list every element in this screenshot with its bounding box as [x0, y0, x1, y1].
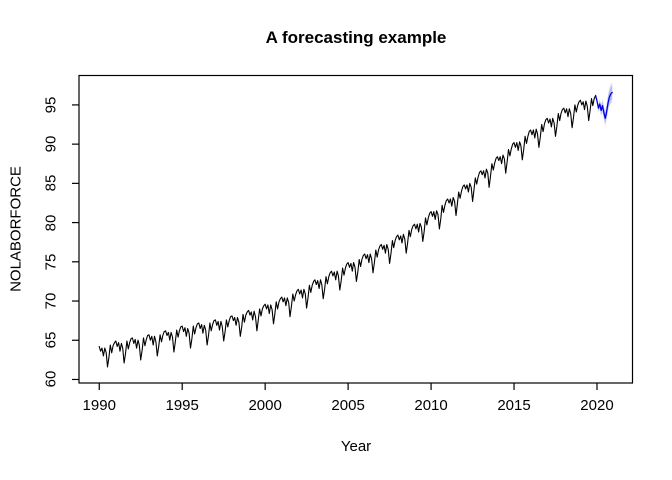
y-tick-label-70: 70	[42, 292, 60, 310]
y-tick-label-95: 95	[42, 96, 60, 114]
x-tick-label-2015: 2015	[497, 397, 531, 414]
x-tick-label-2000: 2000	[248, 397, 282, 414]
x-tick-label-1990: 1990	[82, 397, 116, 414]
plot-box	[78, 74, 634, 384]
y-tick-label-75: 75	[42, 253, 60, 271]
y-tick-label-90: 90	[42, 135, 60, 153]
x-tick-label-1995: 1995	[165, 397, 199, 414]
y-tick-label-80: 80	[42, 214, 60, 231]
y-tick-label-65: 65	[42, 331, 60, 349]
y-tick-label-60: 60	[42, 371, 60, 388]
y-tick-label-85: 85	[42, 175, 60, 192]
forecast-line	[594, 91, 613, 119]
observed-series-line	[98, 94, 597, 368]
x-tick-label-2005: 2005	[331, 397, 365, 414]
x-tick-label-2010: 2010	[414, 397, 448, 414]
x-axis-label: Year	[340, 438, 372, 455]
x-tick-label-2020: 2020	[580, 397, 614, 414]
forecast-band-95	[597, 82, 613, 127]
chart-title: A forecasting example	[265, 28, 447, 47]
